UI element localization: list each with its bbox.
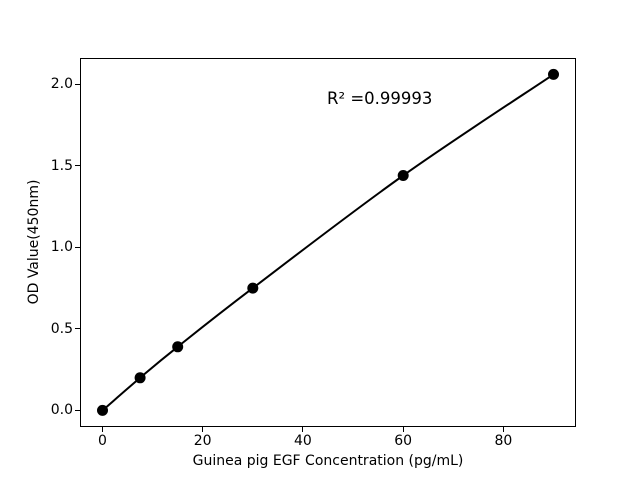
x-tick-label: 40: [293, 432, 312, 449]
x-tick-mark: [402, 427, 404, 433]
y-tick-mark: [75, 83, 80, 85]
x-tick-label: 60: [394, 432, 413, 449]
x-tick-label: 80: [494, 432, 513, 449]
data-point-marker: [397, 170, 409, 181]
y-tick-mark: [75, 165, 80, 167]
x-tick-mark: [302, 427, 304, 433]
y-tick-label: 0.0: [50, 402, 73, 419]
data-point-marker: [247, 282, 259, 294]
y-tick-mark: [75, 246, 80, 248]
y-tick-label: 2.0: [50, 76, 73, 93]
x-tick-mark: [202, 427, 204, 433]
y-tick-mark: [75, 328, 80, 330]
x-tick-mark: [101, 427, 104, 433]
data-point-marker: [134, 372, 146, 384]
axes-frame: [80, 57, 576, 428]
data-point-marker: [172, 341, 184, 353]
data-point-marker: [548, 68, 559, 80]
data-point-marker: [97, 404, 108, 416]
x-tick-label: 20: [193, 432, 212, 449]
y-tick-label: 0.5: [50, 320, 73, 337]
y-axis-label: OD Value(450nm): [26, 179, 42, 305]
y-tick-label: 1.0: [50, 239, 73, 256]
x-tick-label: 0: [98, 432, 107, 449]
x-axis-label: Guinea pig EGF Concentration (pg/mL): [192, 452, 464, 469]
x-tick-mark: [502, 427, 504, 433]
y-tick-label: 1.5: [50, 157, 73, 174]
r-squared-annotation: R² =0.99993: [327, 89, 433, 108]
fit-curve-line: [101, 73, 555, 412]
y-tick-mark: [75, 409, 80, 411]
